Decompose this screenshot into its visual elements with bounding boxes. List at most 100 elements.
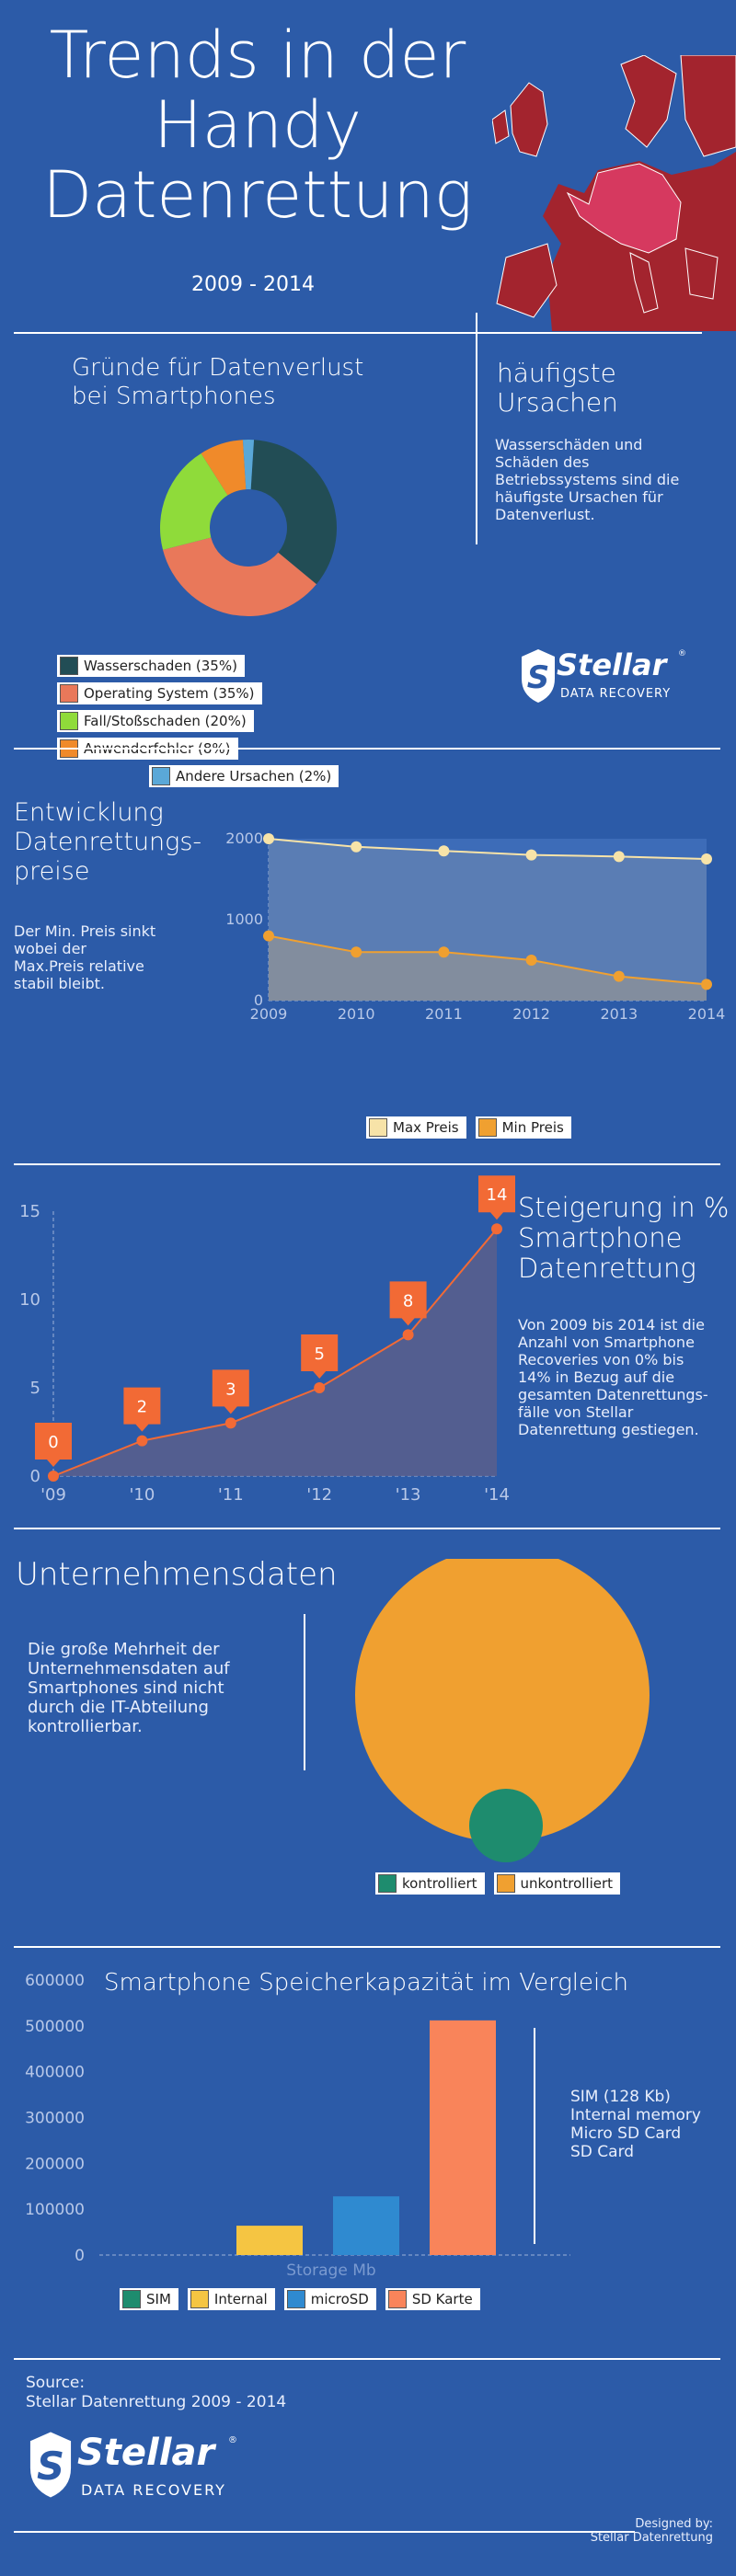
data-point (525, 955, 537, 966)
price-legend-item: Min Preis (475, 1116, 571, 1139)
price-text-line-4: stabil bleibt. (14, 975, 105, 992)
data-point (314, 1382, 326, 1393)
x-tick-label: 2011 (425, 1005, 463, 1023)
main-title-line-2: Handy (154, 87, 362, 163)
y-tick-label: 500000 (25, 2018, 85, 2036)
price-title-line-1: Entwicklung (14, 798, 164, 827)
storage-legend-item: microSD (283, 2288, 376, 2310)
storage-legend: SIM Internal microSD SD Karte (120, 2288, 480, 2310)
stellar-registered: ® (678, 649, 686, 658)
storage-side-text: SIM (128 Kb) Internal memory Micro SD Ca… (570, 2088, 701, 2161)
x-tick-label: 2012 (512, 1005, 550, 1023)
data-point (613, 970, 625, 982)
pie-legend: Wasserschaden (35%) Operating System (35… (57, 655, 443, 787)
data-label: 5 (314, 1345, 324, 1364)
legend-swatch (477, 1118, 497, 1137)
source-block: Source: Stellar Datenrettung 2009 - 2014 (26, 2374, 286, 2412)
stellar-brand: Stellar (77, 2432, 215, 2474)
data-point (438, 946, 450, 958)
main-title: Trends in der Handy Datenrettung (37, 20, 478, 230)
years-label: 2009 - 2014 (191, 273, 315, 296)
europe-map (492, 55, 736, 331)
y-tick-label: 600000 (25, 1972, 85, 1990)
bar (333, 2196, 399, 2255)
bar (430, 2020, 496, 2255)
company-legend: kontrolliert unkontrolliert (375, 1872, 621, 1895)
legend-swatch (60, 712, 78, 730)
bubble-chart (355, 1559, 650, 1862)
storage-legend-item: Internal (187, 2288, 275, 2310)
y-tick-label: 0 (30, 1467, 40, 1486)
company-legend-item: kontrolliert (375, 1872, 485, 1895)
legend-swatch (387, 2290, 407, 2308)
price-title: Entwicklung Datenrettungs- preise (14, 798, 201, 887)
storage-side-line-1: SIM (128 Kb) (570, 2088, 671, 2106)
pie-title: Gründe für Datenverlust bei Smartphones (72, 354, 363, 411)
divider-1 (14, 332, 702, 334)
y-tick-label: 15 (19, 1202, 40, 1221)
pie-legend-label: Operating System (35%) (84, 685, 255, 702)
price-text-line-3: Max.Preis relative (14, 957, 144, 975)
company-legend-label: unkontrolliert (520, 1875, 614, 1892)
legend-swatch (60, 684, 78, 703)
price-text-line-2: wobei der (14, 940, 86, 957)
pie-slice (160, 452, 228, 550)
percent-title-line-2: Smartphone (518, 1222, 683, 1254)
company-divider (304, 1614, 305, 1770)
storage-legend-label: microSD (310, 2291, 369, 2307)
percent-text-line-7: Datenrettung gestiegen. (518, 1421, 699, 1438)
storage-side-line-2: Internal memory (570, 2106, 701, 2124)
side-title-line-1: häufigste (497, 358, 616, 388)
y-tick-label: 100000 (25, 2201, 85, 2219)
storage-divider (534, 2028, 535, 2244)
price-text-line-1: Der Min. Preis sinkt (14, 922, 156, 940)
side-text-line-2: Schäden des (495, 453, 590, 471)
data-point (351, 946, 362, 958)
divider-7 (14, 2531, 635, 2533)
designed-text: Stellar Datenrettung (590, 2531, 713, 2545)
side-text-line-4: häufigste Ursachen für (495, 488, 663, 506)
data-label-balloon (389, 1281, 427, 1326)
legend-swatch (369, 1118, 387, 1137)
x-tick-label: 2009 (250, 1005, 288, 1023)
x-tick-label: 2013 (600, 1005, 638, 1023)
data-label: 0 (48, 1433, 58, 1452)
x-tick-label: '13 (396, 1485, 421, 1505)
divider-2 (14, 748, 720, 750)
side-text-line-3: Betriebssystems sind die (495, 471, 680, 488)
series-line (268, 838, 707, 860)
stellar-logo: S Stellar ® DATA RECOVERY (520, 644, 686, 717)
storage-legend-label: SD Karte (411, 2291, 473, 2307)
series-area (269, 935, 707, 1001)
legend-swatch (190, 2290, 209, 2308)
pie-side-divider (476, 313, 477, 544)
price-title-line-2: Datenrettungs- (14, 828, 202, 856)
series-area (53, 1229, 497, 1476)
pie-slice (250, 440, 337, 585)
stellar-tagline: DATA RECOVERY (560, 687, 672, 701)
company-text-line-4: durch die IT-Abteilung (28, 1698, 209, 1717)
y-tick-label: 400000 (25, 2064, 85, 2082)
data-point (438, 845, 450, 857)
storage-legend-item: SIM (120, 2288, 178, 2310)
pie-legend-label: Wasserschaden (35%) (84, 658, 237, 674)
legend-swatch (60, 657, 78, 675)
divider-3 (14, 1163, 720, 1165)
divider-5 (14, 1946, 720, 1948)
designed-label: Designed by: (635, 2517, 713, 2531)
company-legend-label: kontrolliert (402, 1875, 477, 1892)
y-tick-label: 5 (30, 1379, 40, 1398)
data-point (402, 1329, 414, 1341)
percent-title-line-3: Datenrettung (518, 1253, 696, 1284)
data-label-balloon (212, 1369, 249, 1414)
company-text: Die große Mehrheit der Unternehmensdaten… (28, 1640, 230, 1736)
x-tick-label: '10 (129, 1485, 155, 1505)
svg-text:S: S (37, 2444, 64, 2489)
x-axis-label: Storage Mb (286, 2261, 375, 2280)
pie-legend-label: Fall/Stoßschaden (20%) (84, 713, 247, 729)
percent-text-line-2: Anzahl von Smartphone (518, 1334, 695, 1351)
data-point (525, 849, 537, 861)
y-tick-label: 10 (19, 1290, 40, 1310)
pie-slice (201, 440, 247, 496)
percent-text: Von 2009 bis 2014 ist die Anzahl von Sma… (518, 1316, 708, 1438)
